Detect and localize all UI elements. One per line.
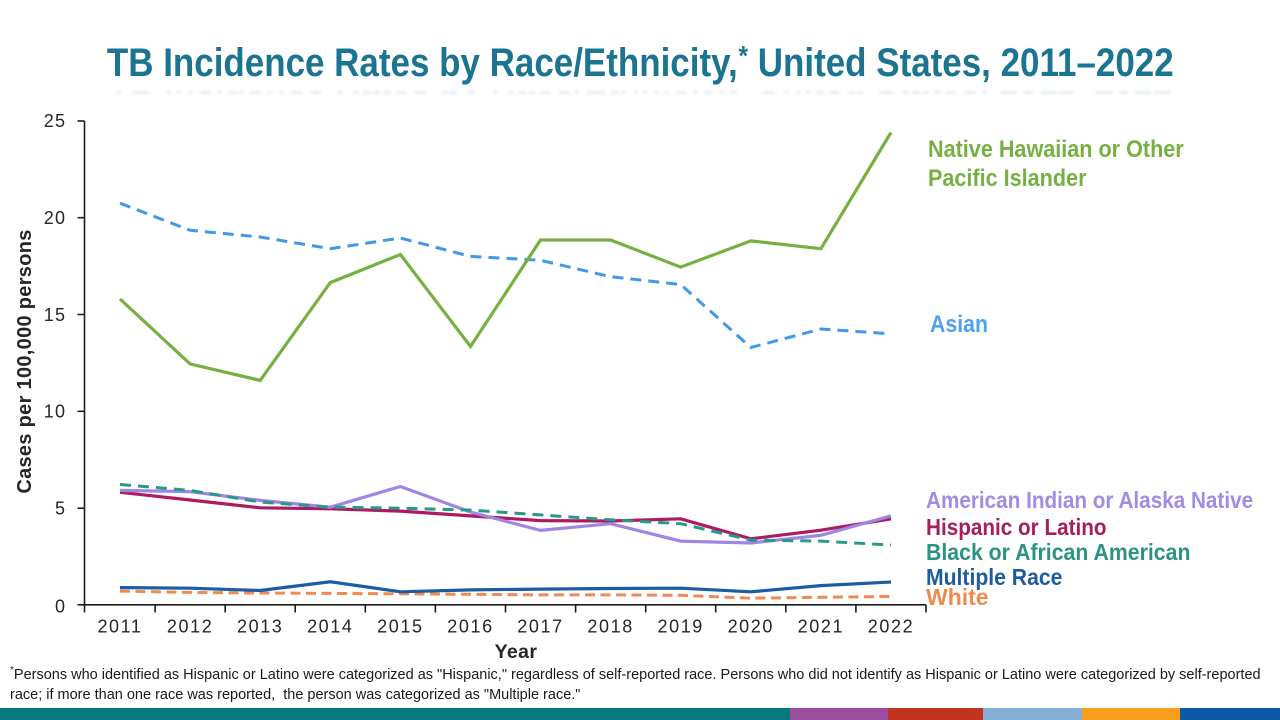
svg-text:2014: 2014 — [307, 617, 353, 637]
svg-text:5: 5 — [55, 499, 66, 519]
svg-text:2016: 2016 — [447, 617, 493, 637]
svg-text:2012: 2012 — [167, 617, 213, 637]
svg-text:Year: Year — [495, 641, 538, 663]
svg-text:25: 25 — [44, 111, 66, 131]
svg-text:2021: 2021 — [798, 617, 844, 637]
svg-text:2017: 2017 — [517, 617, 563, 637]
svg-text:2018: 2018 — [587, 617, 633, 637]
svg-text:2022: 2022 — [868, 617, 914, 637]
svg-text:2011: 2011 — [97, 617, 142, 637]
svg-text:20: 20 — [44, 208, 66, 228]
svg-text:2020: 2020 — [728, 617, 774, 637]
svg-text:2013: 2013 — [237, 617, 283, 637]
svg-text:10: 10 — [44, 402, 66, 422]
svg-text:2019: 2019 — [657, 617, 703, 637]
svg-text:2015: 2015 — [377, 617, 423, 637]
svg-text:15: 15 — [44, 305, 66, 325]
svg-text:0: 0 — [55, 596, 66, 616]
svg-text:Cases per 100,000 persons: Cases per 100,000 persons — [14, 229, 36, 493]
